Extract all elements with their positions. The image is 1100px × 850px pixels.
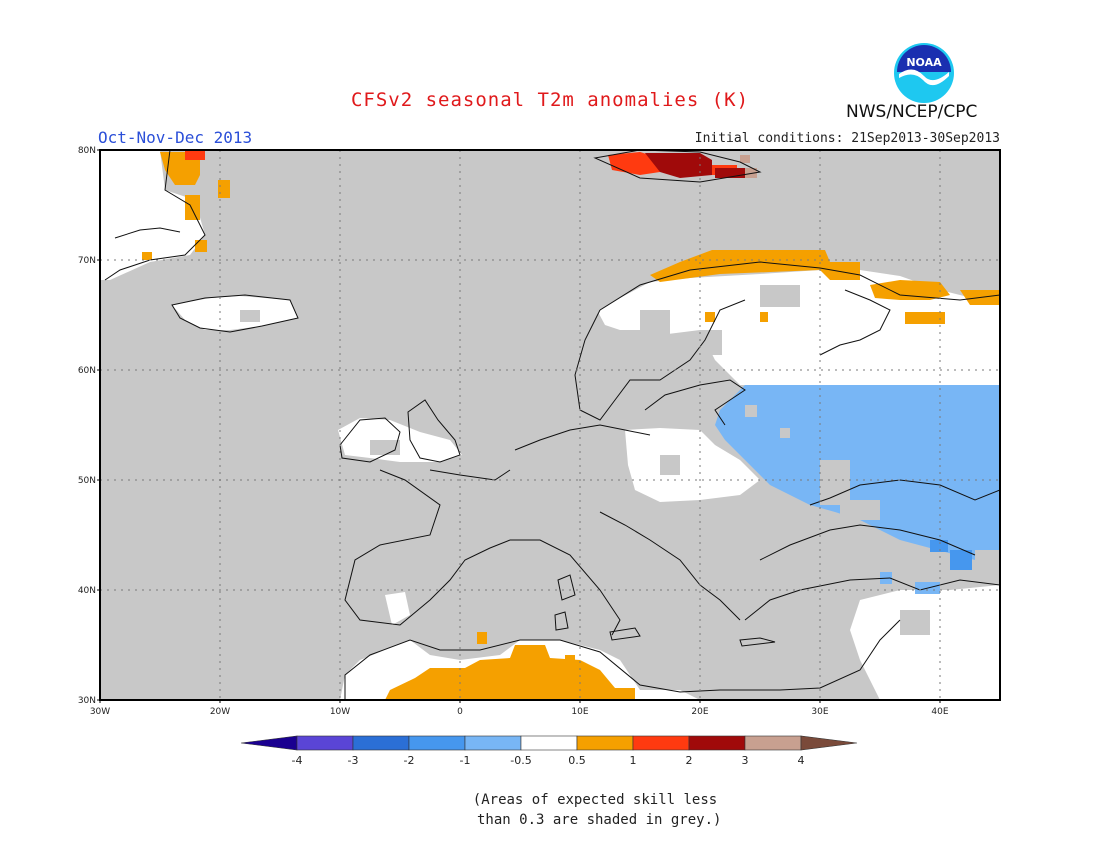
lon-tick-20W: 20W	[210, 707, 230, 717]
legend-label: 3	[742, 754, 749, 767]
kola-orange	[870, 280, 950, 300]
legend-arrow-low	[240, 735, 298, 751]
coastlines	[104, 150, 1000, 700]
grey-in-blue	[745, 405, 880, 520]
legend-swatch	[744, 735, 802, 751]
legend-label: 4	[798, 754, 805, 767]
legend-label: 2	[686, 754, 693, 767]
legend-swatch	[632, 735, 690, 751]
initial-conditions: Initial conditions: 21Sep2013-30Sep2013	[694, 131, 1000, 146]
skill-note: (Areas of expected skill less than 0.3 a…	[472, 792, 722, 828]
iberia-white	[385, 592, 410, 625]
map-frame	[99, 149, 1001, 701]
svalbard-darkred	[645, 153, 712, 178]
legend-label: -1	[460, 754, 471, 767]
lat-tick-70N: 70N	[78, 256, 96, 266]
barents-coast-orange	[650, 250, 860, 282]
greenland-orange	[160, 152, 200, 185]
chart-title: CFSv2 seasonal T2m anomalies (K)	[350, 89, 750, 111]
warm-anomaly-darkred	[645, 153, 745, 178]
map-gridlines	[100, 150, 1000, 700]
lat-tick-50N: 50N	[78, 476, 96, 486]
legend-swatch	[520, 735, 578, 751]
legend-label: -4	[292, 754, 303, 767]
legend-arrow-high	[800, 735, 858, 751]
legend-label: -2	[404, 754, 415, 767]
turkey-white	[850, 585, 1000, 700]
lat-tick-60N: 60N	[78, 366, 96, 376]
lon-tick-labels: 30W 20W 10W 0 10E 20E 30E 40E	[90, 700, 949, 717]
lat-tick-40N: 40N	[78, 586, 96, 596]
low-skill-patches	[240, 285, 930, 635]
legend-label: 0.5	[568, 754, 586, 767]
lon-tick-30E: 30E	[811, 707, 828, 717]
legend-labels: -4 -3 -2 -1 -0.5 0.5 1 2 3 4	[292, 754, 805, 767]
lon-tick-20E: 20E	[691, 707, 708, 717]
warm-anomaly-orange	[142, 152, 1000, 700]
forecast-period: Oct-Nov-Dec 2013	[98, 128, 253, 147]
lat-tick-labels: 30N 40N 50N 60N 70N 80N	[78, 146, 100, 706]
lon-tick-30W: 30W	[90, 707, 110, 717]
lon-tick-10W: 10W	[330, 707, 350, 717]
central-europe-white	[625, 428, 760, 502]
lat-tick-80N: 80N	[78, 146, 96, 156]
legend-swatch	[576, 735, 634, 751]
legend-swatch	[688, 735, 746, 751]
legend-swatch	[296, 735, 354, 751]
legend-swatch	[408, 735, 466, 751]
legend-swatches	[240, 735, 858, 751]
sahara-orange	[385, 645, 635, 700]
noaa-logo-icon: NOAA	[894, 43, 954, 103]
legend-label: 1	[630, 754, 637, 767]
svg-text:NOAA: NOAA	[906, 56, 942, 69]
iceland-white	[172, 296, 298, 330]
lon-tick-10E: 10E	[571, 707, 588, 717]
agency-label: NWS/NCEP/CPC	[846, 102, 978, 122]
lon-tick-0: 0	[457, 707, 463, 717]
cold-anomaly-blue	[930, 540, 972, 570]
legend-label: -3	[348, 754, 359, 767]
greenland-white	[100, 150, 205, 280]
legend-label: -0.5	[510, 754, 531, 767]
lat-tick-30N: 30N	[78, 696, 96, 706]
legend-swatch	[352, 735, 410, 751]
legend-swatch	[464, 735, 522, 751]
lon-tick-40E: 40E	[931, 707, 948, 717]
